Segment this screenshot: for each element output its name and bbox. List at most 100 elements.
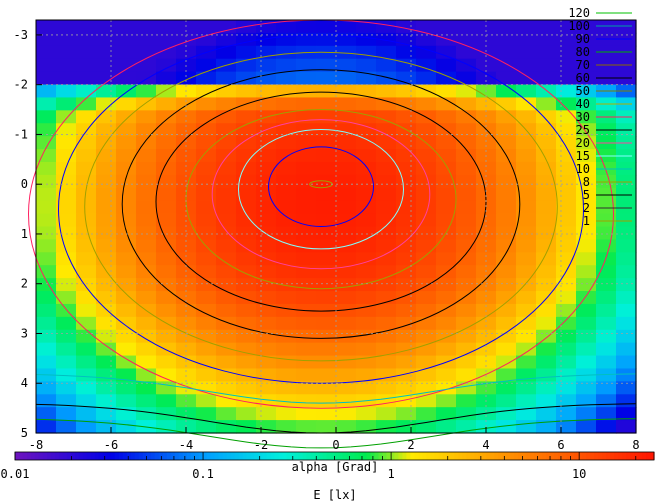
heatmap-cell — [436, 45, 457, 60]
heatmap-cell — [336, 58, 357, 73]
colorbar-segment — [622, 452, 627, 460]
colorbar-segment — [578, 452, 583, 460]
colorbar-segment — [386, 452, 392, 460]
heatmap-cell — [356, 316, 377, 331]
heatmap-cell — [116, 316, 137, 331]
heatmap-cell — [496, 213, 517, 228]
heatmap-cell — [316, 355, 337, 370]
heatmap-cell — [456, 226, 477, 241]
heatmap-cell — [556, 174, 577, 189]
heatmap-cell — [56, 149, 77, 163]
heatmap-cell — [376, 58, 397, 73]
heatmap-cell — [156, 252, 177, 266]
colorbar-segment — [170, 452, 176, 460]
heatmap-cell — [76, 200, 97, 215]
heatmap-cell — [356, 136, 377, 150]
heatmap-cell — [356, 32, 377, 47]
x-axis-ticks: -8 -6 -4 -2 0 2 4 6 8 — [29, 427, 640, 452]
heatmap-cell — [196, 278, 217, 292]
heatmap-cell — [336, 200, 357, 215]
heatmap-cell — [316, 149, 337, 163]
heatmap-cell — [416, 252, 437, 266]
heatmap-cell — [36, 316, 57, 331]
heatmap-cell — [56, 291, 77, 305]
heatmap-cell — [256, 136, 277, 150]
heatmap-cell — [76, 265, 97, 279]
heatmap-cell — [256, 420, 277, 434]
heatmap-cell — [136, 58, 157, 73]
heatmap-cell — [436, 316, 457, 331]
colorbar-segment — [330, 452, 336, 460]
heatmap-cell — [116, 136, 137, 150]
heatmap-cell — [216, 291, 237, 305]
heatmap-cell — [576, 200, 597, 215]
heatmap-cell — [356, 161, 377, 176]
heatmap-cell — [556, 239, 577, 253]
heatmap-cell — [56, 303, 77, 318]
heatmap-cell — [336, 368, 357, 382]
heatmap-cell — [316, 161, 337, 176]
heatmap-cell — [616, 239, 637, 253]
heatmap-cell — [616, 291, 637, 305]
colorbar-tick-label: 0.1 — [192, 467, 214, 481]
heatmap-cell — [256, 97, 277, 111]
colorbar-segment — [538, 452, 543, 460]
heatmap-cell — [376, 213, 397, 228]
heatmap-cell — [396, 381, 417, 395]
heatmap-cell — [356, 149, 377, 163]
heatmap-cell — [36, 149, 57, 163]
heatmap-cell — [56, 58, 77, 73]
heatmap-cell — [176, 136, 197, 150]
heatmap-cell — [256, 20, 277, 34]
heatmap-cell — [556, 71, 577, 86]
heatmap-cell — [356, 329, 377, 344]
heatmap-cell — [56, 316, 77, 331]
heatmap-cell — [156, 200, 177, 215]
colorbar-segment — [270, 452, 276, 460]
heatmap-cell — [316, 84, 337, 99]
heatmap-cell — [536, 420, 557, 434]
heatmap-cell — [96, 32, 117, 47]
heatmap-cell — [396, 136, 417, 150]
heatmap-cell — [476, 136, 497, 150]
heatmap-cell — [496, 45, 517, 60]
heatmap-cell — [196, 420, 217, 434]
heatmap-cell — [56, 110, 77, 124]
heatmap-cell — [296, 71, 317, 86]
heatmap-cell — [216, 71, 237, 86]
colorbar-segment — [382, 452, 388, 460]
heatmap-cell — [376, 407, 397, 421]
heatmap-cell — [416, 97, 437, 111]
heatmap-cell — [516, 342, 537, 357]
heatmap-cell — [36, 407, 57, 421]
contour-line — [268, 146, 374, 227]
legend-label: 1 — [583, 214, 590, 228]
colorbar-segment — [18, 452, 24, 460]
heatmap-cell — [376, 342, 397, 357]
heatmap-cell — [156, 420, 177, 434]
heatmap-cell — [516, 239, 537, 253]
heatmap-cell — [536, 278, 557, 292]
heatmap-cell — [196, 149, 217, 163]
heatmap-cell — [76, 355, 97, 370]
heatmap-cell — [156, 265, 177, 279]
heatmap-cell — [416, 71, 437, 86]
heatmap-cell — [556, 291, 577, 305]
heatmap-cell — [296, 239, 317, 253]
heatmap-cell — [376, 110, 397, 124]
heatmap-cell — [436, 97, 457, 111]
heatmap-cell — [456, 187, 477, 202]
heatmap-cell — [396, 174, 417, 189]
heatmap-cell — [196, 71, 217, 86]
colorbar-segment — [118, 452, 124, 460]
heatmap-cell — [376, 355, 397, 370]
heatmap-cell — [376, 252, 397, 266]
heatmap-cell — [596, 252, 617, 266]
heatmap-cell — [196, 407, 217, 421]
heatmap-cell — [236, 381, 257, 395]
colorbar-tick-label: 10 — [572, 467, 586, 481]
heatmap-cell — [536, 368, 557, 382]
heatmap-cell — [316, 71, 337, 86]
x-tick-label: -8 — [29, 438, 43, 452]
heatmap-cell — [36, 32, 57, 47]
